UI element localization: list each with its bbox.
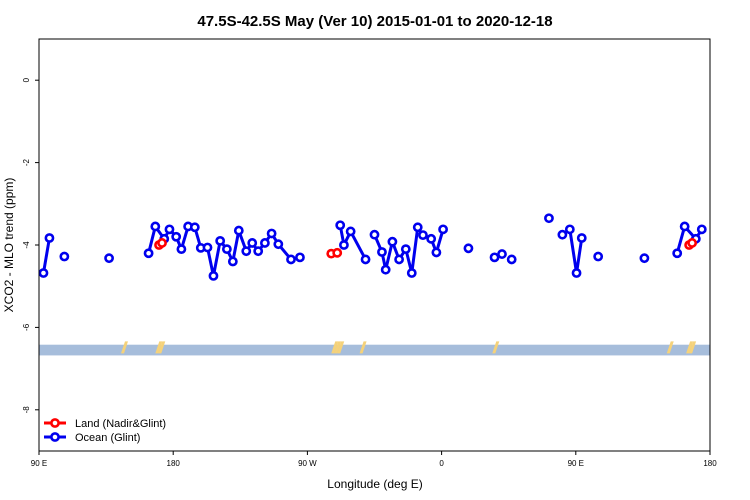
- series-1-point-38: [412, 222, 423, 233]
- land-mark-10: [689, 341, 697, 354]
- legend: Land (Nadir&Glint) Ocean (Glint): [44, 418, 166, 444]
- series-1-point-24: [273, 239, 284, 250]
- land-mark-9: [686, 341, 694, 354]
- series-1-point-55: [679, 221, 690, 232]
- series-points: [38, 213, 707, 281]
- series-1-point-32: [377, 247, 387, 257]
- series-1-point-52: [593, 251, 604, 262]
- series-0-point-1: [157, 238, 167, 248]
- series-1-point-3: [104, 253, 114, 264]
- legend-label-0: Land (Nadir&Glint): [75, 418, 166, 430]
- land-mark-6: [359, 341, 367, 354]
- series-1-point-19: [241, 246, 252, 257]
- series-1-point-5: [150, 221, 161, 232]
- land-mark-2: [158, 341, 166, 354]
- series-1-point-37: [406, 268, 417, 278]
- ocean-band: [39, 344, 710, 356]
- series-1-point-31: [369, 229, 380, 240]
- y-axis-label: XCO2 - MLO trend (ppm): [2, 178, 16, 313]
- x-tick-label-3: 0: [439, 459, 444, 468]
- series-1-point-8: [171, 231, 182, 242]
- series-1-point-33: [380, 264, 391, 275]
- y-tick-label-1: -2: [22, 158, 31, 166]
- series-1-point-42: [438, 224, 448, 235]
- y-tick-label-3: -6: [22, 323, 31, 331]
- series-1-point-21: [253, 246, 264, 257]
- series-1-segment-2: [338, 224, 367, 261]
- series-1-segment-6: [675, 224, 704, 254]
- plot-frame: [38, 38, 711, 452]
- series-1-point-7: [164, 224, 175, 235]
- series-1-point-23: [266, 228, 277, 239]
- series-1-point-50: [571, 268, 582, 278]
- x-tick-label-1: 180: [167, 459, 181, 468]
- series-1-point-53: [639, 253, 650, 264]
- x-tick-label-5: 180: [703, 459, 717, 468]
- series-0-point-5: [687, 238, 698, 248]
- series-1-point-49: [564, 224, 575, 235]
- series-1-point-35: [394, 254, 405, 265]
- y-tick-label-2: -4: [22, 241, 31, 249]
- series-1-point-11: [189, 222, 200, 233]
- land-mark-5: [337, 341, 345, 354]
- series-1-point-22: [260, 238, 270, 248]
- x-tick-label-0: 90 E: [31, 459, 47, 468]
- series-1-point-13: [202, 242, 213, 253]
- series-1-point-43: [463, 243, 474, 254]
- series-1-point-39: [418, 230, 428, 241]
- series-1-point-46: [506, 254, 517, 265]
- legend-label-1: Ocean (Glint): [75, 432, 140, 444]
- land-mark-3: [331, 341, 339, 354]
- series-1-point-17: [227, 256, 238, 267]
- series-1-point-0: [38, 268, 49, 278]
- series-1-point-45: [497, 249, 507, 259]
- chart-title: 47.5S-42.5S May (Ver 10) 2015-01-01 to 2…: [197, 13, 552, 30]
- band-layer: [39, 341, 710, 356]
- axes-layer: 90 E 180 90 W 0 90 E 180 0 -2 -4 -6 -8: [22, 77, 717, 468]
- series-1-point-15: [215, 235, 226, 246]
- x-tick-label-4: 90 E: [568, 459, 584, 468]
- series-1-point-48: [557, 229, 568, 240]
- series-1-point-54: [672, 248, 683, 259]
- land-mark-0: [120, 341, 128, 354]
- series-1-point-57: [696, 224, 707, 235]
- series-1-point-25: [286, 254, 296, 265]
- series-1-point-44: [489, 252, 500, 263]
- y-tick-label-4: -8: [22, 406, 31, 414]
- series-1-point-41: [431, 247, 442, 258]
- series-1-point-16: [221, 244, 232, 255]
- series-1-segment-1: [147, 224, 293, 278]
- series-1-point-9: [176, 244, 187, 255]
- series-1-point-51: [576, 233, 587, 243]
- series-1-point-28: [339, 240, 349, 250]
- legend-marker-0: [50, 418, 60, 428]
- land-mark-7: [492, 341, 500, 354]
- x-axis-label: Longitude (deg E): [327, 477, 422, 491]
- series-1-point-30: [360, 254, 371, 265]
- series-1-point-40: [426, 233, 437, 244]
- series-1-point-34: [387, 236, 398, 247]
- land-mark-1: [155, 341, 163, 354]
- series-1-segment-0: [41, 237, 51, 274]
- x-tick-label-2: 90 W: [298, 459, 317, 468]
- land-mark-8: [666, 341, 674, 354]
- series-1-point-4: [143, 248, 154, 259]
- series-1-point-18: [233, 225, 244, 236]
- y-tick-label-0: 0: [22, 77, 31, 82]
- legend-marker-1: [50, 432, 60, 442]
- series-1-point-14: [208, 270, 219, 281]
- series-1-point-29: [345, 226, 356, 237]
- series-1-point-36: [400, 244, 411, 255]
- land-mark-4: [334, 341, 342, 354]
- series-1-point-27: [335, 220, 346, 231]
- series-1-point-1: [44, 233, 55, 243]
- series-1-point-2: [59, 251, 70, 262]
- series-0-point-3: [332, 247, 343, 258]
- series-1-point-26: [295, 252, 305, 263]
- series-1-point-20: [247, 238, 258, 248]
- series-1-point-47: [544, 213, 554, 224]
